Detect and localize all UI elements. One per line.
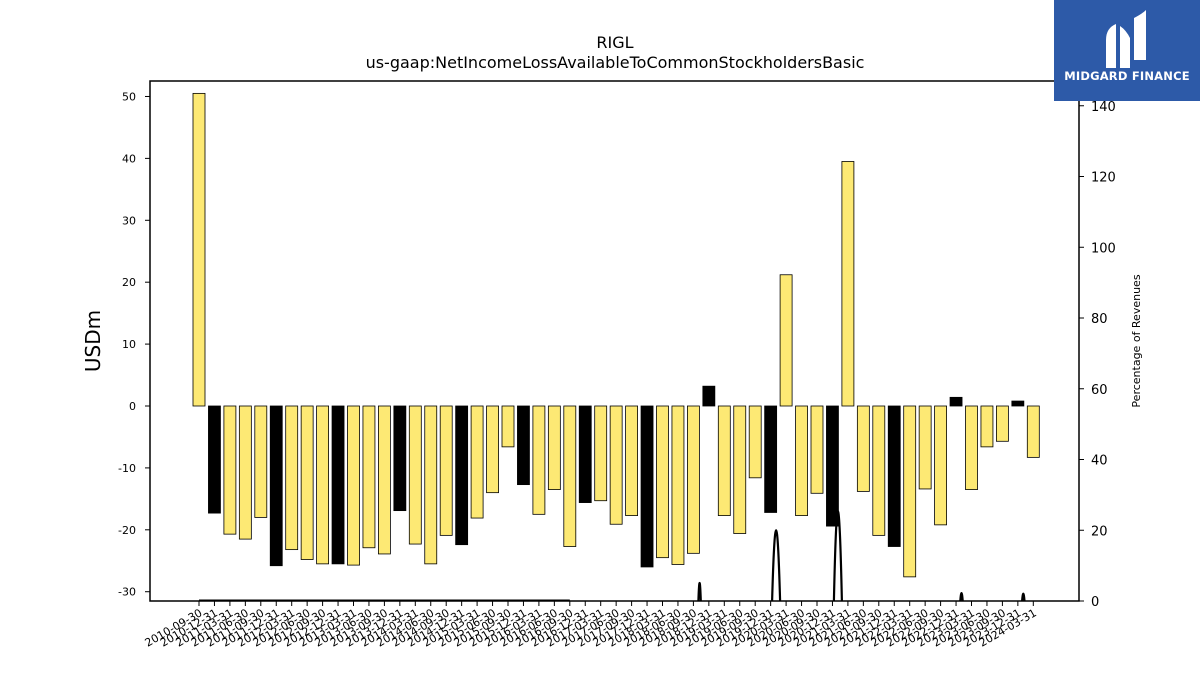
bar-2016-03-31	[532, 405, 546, 515]
bar-2011-12-31	[269, 405, 283, 567]
bar-2023-06-30	[980, 405, 994, 448]
bar-2015-09-30	[501, 405, 515, 448]
bar-2018-09-30	[687, 405, 700, 554]
bar-2018-03-31	[656, 405, 669, 559]
bar-group	[192, 92, 1040, 578]
bar-2022-12-31	[949, 396, 963, 407]
secondary-peak-4	[1021, 592, 1026, 602]
bar-2011-09-30	[254, 405, 268, 518]
y2-tick-label: 40	[1091, 454, 1108, 469]
secondary-peak-3	[959, 591, 964, 602]
bar-2017-03-31	[594, 405, 608, 502]
secondary-line	[199, 591, 972, 600]
bar-2014-06-30	[424, 405, 438, 565]
secondary-peak-1	[771, 529, 782, 602]
bar-2020-12-31	[826, 405, 839, 527]
bar-2023-03-31	[965, 405, 978, 490]
midgard-logo-icon	[1106, 10, 1146, 68]
bar-2019-03-31	[717, 405, 731, 516]
bar-2023-09-30	[996, 405, 1009, 442]
bar-2017-06-30	[609, 405, 623, 525]
bar-2010-09-30	[192, 92, 206, 407]
y-tick-label: -30	[118, 586, 136, 599]
y2-axis-label: Percentage of Revenues	[1130, 274, 1143, 407]
y2-tick-label: 60	[1091, 383, 1108, 398]
y-tick-label: 20	[122, 276, 136, 289]
secondary-line-group	[199, 510, 1026, 602]
y2-tick-label: 80	[1091, 312, 1108, 327]
bar-2024-03-31	[1026, 405, 1040, 458]
bar-2018-12-31	[702, 385, 716, 407]
bar-2011-03-31	[223, 405, 237, 535]
chart-title: RIGL	[596, 33, 633, 52]
bar-2017-09-30	[625, 405, 638, 516]
bar-2015-12-31	[517, 405, 530, 486]
y-axis-label: USDm	[81, 310, 105, 372]
axes-group: -30-20-100102030405002040608010012014020…	[118, 80, 1116, 650]
bar-2021-09-30	[872, 405, 886, 536]
bar-2019-12-31	[764, 405, 778, 513]
bar-2018-06-30	[671, 405, 685, 565]
bar-2023-12-31	[1011, 400, 1025, 407]
bar-2016-12-31	[578, 405, 592, 503]
bar-2020-06-30	[795, 405, 808, 516]
bar-2010-12-31	[208, 405, 221, 514]
bar-2016-09-30	[563, 405, 577, 547]
bar-2013-12-31	[393, 405, 407, 512]
y2-tick-label: 100	[1091, 241, 1116, 256]
bar-2017-12-31	[640, 405, 654, 568]
bar-2019-09-30	[748, 405, 762, 479]
bar-2013-09-30	[377, 405, 391, 555]
midgard-finance-logo: MIDGARD FINANCE	[1054, 0, 1200, 101]
y-tick-label: 0	[129, 400, 136, 413]
y2-tick-label: 140	[1091, 100, 1116, 115]
y2-tick-label: 20	[1091, 524, 1108, 539]
bar-2012-12-31	[331, 405, 345, 565]
y-tick-label: 40	[122, 152, 136, 165]
secondary-peak-2	[832, 510, 843, 602]
bar-2015-06-30	[486, 405, 499, 494]
bar-2022-03-31	[903, 405, 917, 578]
bar-2013-06-30	[362, 405, 376, 549]
y-tick-label: 50	[122, 90, 136, 103]
bar-2015-03-31	[470, 405, 484, 519]
bar-2016-06-30	[547, 405, 561, 490]
bar-2021-12-31	[887, 405, 901, 547]
y-tick-label: -10	[118, 462, 136, 475]
chart-subtitle: us-gaap:NetIncomeLossAvailableToCommonSt…	[366, 53, 865, 72]
secondary-peak-0	[697, 581, 702, 602]
bar-2022-09-30	[934, 405, 947, 526]
y2-tick-label: 120	[1091, 171, 1116, 186]
y-tick-label: 10	[122, 338, 136, 351]
bar-2011-06-30	[238, 405, 252, 540]
bar-2014-12-31	[455, 405, 469, 546]
bar-2014-09-30	[439, 405, 453, 536]
y-tick-label: 30	[122, 214, 136, 227]
bar-2019-06-30	[733, 405, 747, 534]
bar-2012-03-31	[285, 405, 299, 551]
bar-2022-06-30	[918, 405, 932, 490]
logo-text: MIDGARD FINANCE	[1064, 69, 1190, 83]
bar-2013-03-31	[347, 405, 360, 566]
bar-2021-03-31	[841, 161, 855, 407]
bar-2014-03-31	[408, 405, 422, 545]
bar-2012-09-30	[316, 405, 330, 565]
bar-2020-03-31	[779, 274, 793, 407]
y-tick-label: -20	[118, 524, 136, 537]
bar-2012-06-30	[300, 405, 314, 560]
bar-2020-09-30	[810, 405, 824, 494]
y2-tick-label: 0	[1091, 595, 1099, 610]
plot-frame	[149, 80, 1080, 602]
bar-2021-06-30	[856, 405, 870, 492]
